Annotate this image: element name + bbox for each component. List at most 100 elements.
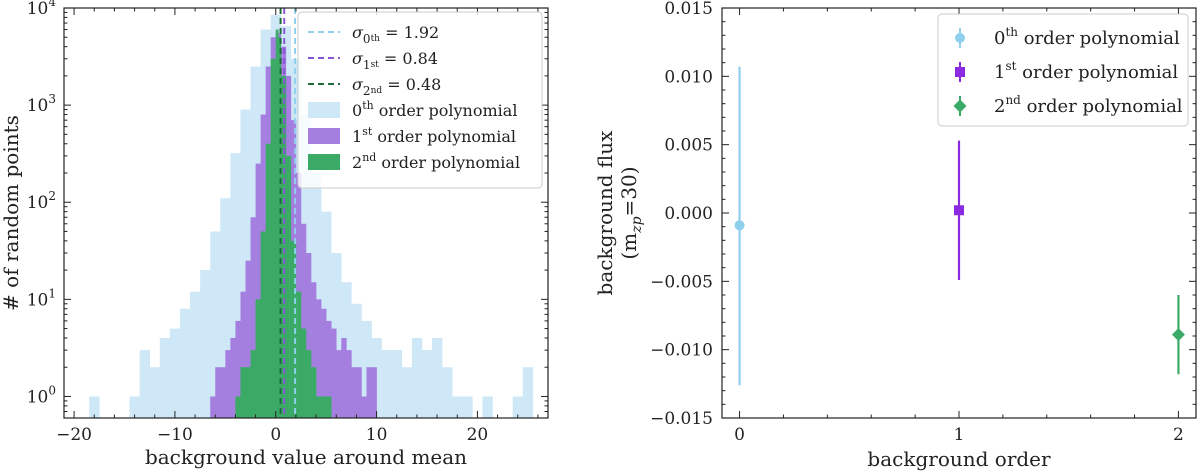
y-axis-label: (mzp=30) xyxy=(617,166,645,259)
x-tick-label: 20 xyxy=(467,425,489,445)
histogram-bar xyxy=(210,231,221,418)
histogram-bar xyxy=(139,350,151,418)
histogram-bar xyxy=(356,367,362,418)
histogram-bar xyxy=(255,299,261,418)
legend-rest: order polynomial xyxy=(372,127,516,146)
legend-value: = 0.48 xyxy=(382,75,441,94)
histogram-bar xyxy=(512,396,524,418)
legend-entry: 1st order polynomial xyxy=(352,125,516,146)
legend-entry: 2nd order polynomial xyxy=(994,93,1183,117)
histogram-bar xyxy=(235,320,241,418)
legend-sup: st xyxy=(1005,59,1016,73)
histogram-bar xyxy=(331,328,337,418)
y-tick-exponent: 1 xyxy=(48,286,56,300)
legend-rest: order polynomial xyxy=(1021,96,1183,117)
y-tick-base: 10 xyxy=(27,290,49,310)
legend-entry: 0th order polynomial xyxy=(352,99,517,120)
histogram-bar xyxy=(361,396,367,418)
marker-circle xyxy=(955,33,965,43)
histogram-bar xyxy=(300,223,307,418)
legend-sub: 1 xyxy=(363,58,371,72)
x-tick-label: −10 xyxy=(157,425,193,445)
histogram-bar xyxy=(159,337,171,418)
legend-sup: st xyxy=(362,125,373,138)
histogram-bar xyxy=(452,396,463,418)
histogram-bar xyxy=(89,396,100,418)
legend-main: 0 xyxy=(994,28,1005,49)
histogram-bar xyxy=(462,396,473,418)
y-tick-label: 0.010 xyxy=(664,67,713,87)
histogram-bar xyxy=(300,328,307,418)
legend-rest: order polynomial xyxy=(1018,28,1180,49)
histogram-bar xyxy=(179,308,191,418)
histogram-bar xyxy=(290,240,297,418)
marker-square xyxy=(955,67,965,77)
histogram-bar xyxy=(275,29,279,418)
y-tick-label: 0.000 xyxy=(664,204,713,224)
histogram-bar xyxy=(190,291,201,418)
axes-frame xyxy=(63,7,549,419)
y-label-main: (m xyxy=(617,233,641,260)
y-label-rest: =30) xyxy=(617,166,641,216)
legend-sub: 2 xyxy=(363,84,371,98)
series-2 xyxy=(1171,295,1185,375)
histogram-bar xyxy=(326,320,332,418)
legend-entry: 1st order polynomial xyxy=(994,59,1178,83)
x-axis-label: background value around mean xyxy=(145,445,467,469)
y-tick-base: 10 xyxy=(27,193,49,213)
histogram-bar xyxy=(321,396,327,418)
histogram-bar xyxy=(316,396,322,418)
legend-sup: th xyxy=(1005,25,1018,39)
histogram-bar xyxy=(306,350,312,418)
y-label-sub: zp xyxy=(629,216,645,233)
y-tick-base: 10 xyxy=(27,96,49,116)
histogram-bar xyxy=(285,155,292,418)
histogram-bar xyxy=(421,350,433,418)
y-tick-base: 10 xyxy=(27,387,49,407)
histogram-bar xyxy=(316,299,322,418)
histogram-bar xyxy=(442,367,453,418)
histogram-bar xyxy=(321,308,327,418)
legend-box xyxy=(297,11,543,189)
legend-sigma: σ xyxy=(352,23,364,42)
y-tick-exponent: 4 xyxy=(48,0,56,9)
series-1 xyxy=(954,140,964,280)
y-tick-label: −0.010 xyxy=(650,341,713,361)
histogram-bar xyxy=(411,337,423,418)
legend-entry: σ1st = 0.84 xyxy=(352,49,438,72)
legend-sup: nd xyxy=(362,151,376,164)
marker-square xyxy=(954,205,964,216)
y-tick-label: 0.015 xyxy=(664,0,713,19)
histogram-bar xyxy=(336,350,342,418)
histogram-bar xyxy=(245,260,251,418)
histogram-bar xyxy=(225,350,231,418)
histogram-bar xyxy=(255,163,261,418)
histogram-bar xyxy=(169,328,181,418)
series-0 xyxy=(734,66,745,386)
legend-patch-swatch xyxy=(308,154,340,170)
histogram-bar xyxy=(280,75,287,418)
legend-sup: th xyxy=(371,34,381,44)
histogram-bar xyxy=(371,367,377,418)
legend-main: 1 xyxy=(994,62,1005,83)
histogram-bar xyxy=(210,396,216,418)
histogram-bar xyxy=(200,270,211,418)
marker-diamond xyxy=(1171,328,1185,342)
histogram-bar xyxy=(220,367,226,418)
series-2-bars xyxy=(235,29,332,418)
legend-sub: 0 xyxy=(363,32,371,46)
histogram-bar xyxy=(306,253,312,418)
histogram-bar xyxy=(215,367,221,418)
y-tick-label: −0.015 xyxy=(650,409,713,429)
histogram-bar xyxy=(326,396,332,418)
x-tick-label: 10 xyxy=(366,425,388,445)
histogram-bar xyxy=(240,291,246,418)
marker-circle xyxy=(734,220,745,231)
histogram-bar xyxy=(265,143,272,418)
histogram-bar xyxy=(278,37,282,418)
histogram-bar xyxy=(311,282,317,418)
histogram-bar xyxy=(149,367,161,418)
